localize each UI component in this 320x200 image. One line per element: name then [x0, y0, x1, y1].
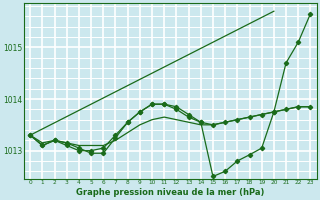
- X-axis label: Graphe pression niveau de la mer (hPa): Graphe pression niveau de la mer (hPa): [76, 188, 265, 197]
